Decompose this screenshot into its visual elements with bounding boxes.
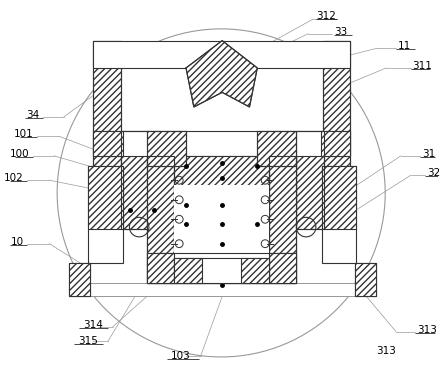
- Bar: [93, 132, 350, 156]
- Text: 311: 311: [412, 61, 432, 71]
- Text: 312: 312: [316, 11, 336, 21]
- Bar: [296, 132, 324, 229]
- Bar: [147, 156, 174, 283]
- Bar: [323, 41, 350, 168]
- Text: 34: 34: [26, 110, 39, 120]
- Text: 11: 11: [398, 41, 411, 52]
- Text: 103: 103: [171, 351, 191, 361]
- Bar: [89, 166, 123, 263]
- Text: 100: 100: [10, 149, 30, 159]
- Text: 101: 101: [14, 129, 34, 139]
- Bar: [322, 166, 356, 263]
- Text: 313: 313: [376, 346, 396, 356]
- Bar: [174, 258, 202, 283]
- Bar: [323, 41, 350, 168]
- Text: 314: 314: [83, 320, 103, 330]
- Text: 315: 315: [78, 336, 98, 346]
- Bar: [147, 132, 186, 166]
- Bar: [93, 41, 120, 168]
- Bar: [89, 166, 123, 229]
- Text: 102: 102: [4, 173, 24, 183]
- Bar: [296, 132, 324, 229]
- Bar: [257, 132, 296, 166]
- Bar: [147, 156, 296, 283]
- Bar: [355, 263, 377, 296]
- Bar: [147, 132, 186, 166]
- Bar: [269, 156, 296, 283]
- Bar: [120, 132, 148, 229]
- Bar: [89, 283, 355, 296]
- Bar: [93, 132, 123, 156]
- Bar: [241, 258, 269, 283]
- Bar: [120, 132, 148, 229]
- Bar: [257, 132, 296, 166]
- Bar: [269, 254, 296, 283]
- Text: 313: 313: [417, 324, 437, 335]
- Bar: [174, 185, 269, 283]
- Bar: [322, 166, 356, 229]
- Bar: [93, 41, 120, 168]
- Text: 33: 33: [334, 27, 348, 37]
- Bar: [147, 156, 174, 283]
- Text: 10: 10: [11, 237, 24, 247]
- Polygon shape: [186, 41, 257, 107]
- Bar: [355, 263, 377, 296]
- Bar: [69, 263, 90, 296]
- Bar: [147, 254, 296, 283]
- Text: 32: 32: [427, 168, 440, 179]
- Bar: [269, 156, 296, 283]
- Bar: [174, 156, 269, 283]
- Text: 31: 31: [422, 149, 435, 159]
- Bar: [321, 132, 350, 156]
- Bar: [174, 258, 269, 283]
- Bar: [93, 41, 350, 68]
- Bar: [147, 254, 174, 283]
- Bar: [69, 263, 90, 296]
